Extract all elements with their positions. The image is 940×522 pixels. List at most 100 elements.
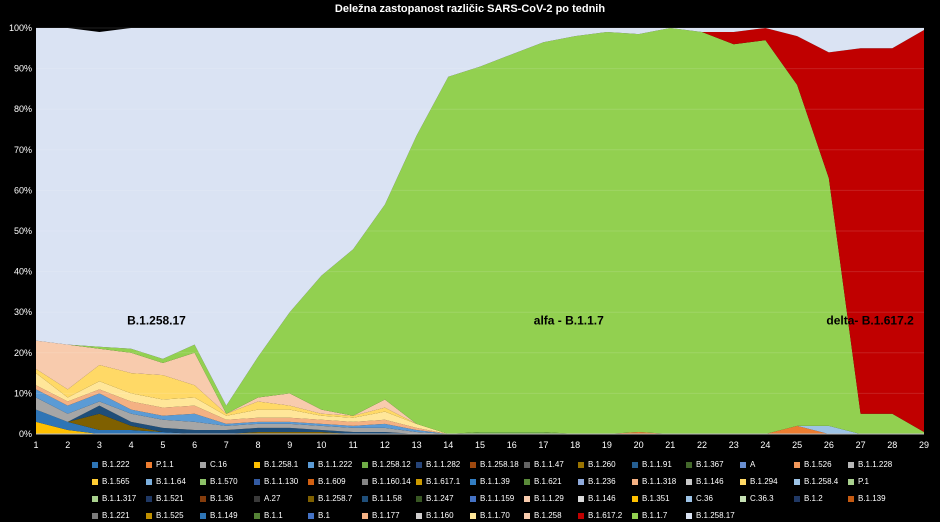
legend-label: B.1.260 xyxy=(588,460,616,469)
y-tick-label: 0% xyxy=(19,429,32,439)
legend-item: B.1.222 xyxy=(92,458,146,471)
legend-swatch xyxy=(308,478,314,485)
legend-label: B.1.1.317 xyxy=(102,494,137,503)
legend-swatch xyxy=(524,478,530,485)
legend-swatch xyxy=(794,495,800,502)
legend-swatch xyxy=(470,512,476,519)
legend-label: B.1.1.70 xyxy=(480,511,510,520)
area-series-b-1-617-2-14 xyxy=(36,28,924,432)
legend-item: B.1.258.12 xyxy=(362,458,416,471)
legend-item: B.1.149 xyxy=(200,509,254,522)
legend-label: B.1.570 xyxy=(210,477,238,486)
legend-swatch xyxy=(848,461,854,468)
legend-item: B.1.236 xyxy=(578,475,632,488)
legend-label: B.1.526 xyxy=(804,460,832,469)
legend-swatch xyxy=(416,461,422,468)
legend-label: B.1.1 xyxy=(264,511,283,520)
legend-item: B.1.247 xyxy=(416,492,470,505)
legend-swatch xyxy=(524,495,530,502)
legend-label: B.1.1.159 xyxy=(480,494,515,503)
annotation-label: delta- B.1.617.2 xyxy=(826,313,914,327)
y-tick-label: 50% xyxy=(14,226,32,236)
legend-label: B.1.258.18 xyxy=(480,460,519,469)
x-tick-label: 26 xyxy=(824,440,834,450)
area-series-b-1-1-29-8 xyxy=(36,364,924,434)
legend-swatch xyxy=(848,495,854,502)
legend-item: B.1.617.1 xyxy=(416,475,470,488)
legend-swatch xyxy=(740,495,746,502)
legend-label: B.1.1.91 xyxy=(642,460,672,469)
legend-label: B.1.609 xyxy=(318,477,346,486)
legend-label: B.1.146 xyxy=(588,494,616,503)
legend-swatch xyxy=(146,478,152,485)
legend-swatch xyxy=(686,495,692,502)
legend-label: A.27 xyxy=(264,494,281,503)
legend-item: B.1 xyxy=(308,509,362,522)
x-tick-label: 15 xyxy=(475,440,485,450)
legend-label: B.1.1.47 xyxy=(534,460,564,469)
legend-item: B.1.1.47 xyxy=(524,458,578,471)
y-tick-label: 80% xyxy=(14,104,32,114)
x-tick-label: 28 xyxy=(887,440,897,450)
legend-label: B.1.2 xyxy=(804,494,823,503)
legend-swatch xyxy=(632,512,638,519)
legend-item: B.1.2 xyxy=(794,492,848,505)
legend-swatch xyxy=(686,461,692,468)
x-tick-label: 5 xyxy=(160,440,165,450)
legend-swatch xyxy=(578,512,584,519)
legend-item: B.1.139 xyxy=(848,492,902,505)
legend-item: B.1.160 xyxy=(416,509,470,522)
legend-label: C.36 xyxy=(696,494,713,503)
legend-label: B.1.258.17 xyxy=(696,511,735,520)
x-tick-label: 1 xyxy=(33,440,38,450)
legend-label: B.1.177 xyxy=(372,511,400,520)
y-tick-label: 20% xyxy=(14,348,32,358)
x-tick-label: 3 xyxy=(97,440,102,450)
area-series-b-1-258-17-15 xyxy=(36,28,924,406)
legend-item: P.1 xyxy=(848,475,902,488)
legend-label: B.1.1.222 xyxy=(318,460,353,469)
x-tick-label: 23 xyxy=(729,440,739,450)
legend-item: C.36 xyxy=(686,492,740,505)
legend-label: B.1.621 xyxy=(534,477,562,486)
legend-item: B.1.1.159 xyxy=(470,492,524,505)
legend-label: B.1.1.7 xyxy=(642,511,668,520)
x-tick-label: 19 xyxy=(602,440,612,450)
legend-label: B.1.258.12 xyxy=(372,460,411,469)
legend-swatch xyxy=(362,512,368,519)
legend-item: B.1.258.4 xyxy=(794,475,848,488)
x-tick-label: 2 xyxy=(65,440,70,450)
legend-item: B.1.258 xyxy=(524,509,578,522)
legend-item: B.1.1.70 xyxy=(470,509,524,522)
y-tick-label: 10% xyxy=(14,388,32,398)
legend-item: B.1.294 xyxy=(740,475,794,488)
legend-label: B.1.521 xyxy=(156,494,184,503)
x-tick-label: 12 xyxy=(380,440,390,450)
legend-label: B.1.1.318 xyxy=(642,477,677,486)
x-tick-label: 9 xyxy=(287,440,292,450)
annotation-label: B.1.258.17 xyxy=(127,313,186,327)
legend-item: B.1.1.29 xyxy=(524,492,578,505)
legend-item: C.16 xyxy=(200,458,254,471)
legend-item: P.1.1 xyxy=(146,458,200,471)
legend-swatch xyxy=(632,495,638,502)
legend-label: B.1.565 xyxy=(102,477,130,486)
legend-swatch xyxy=(578,461,584,468)
x-tick-label: 13 xyxy=(412,440,422,450)
x-tick-label: 29 xyxy=(919,440,929,450)
legend-swatch xyxy=(740,478,746,485)
legend-swatch xyxy=(254,512,260,519)
legend-swatch xyxy=(686,512,692,519)
area-series-b-1-160-14-4 xyxy=(36,397,924,434)
legend-label: C.36.3 xyxy=(750,494,774,503)
legend-item: B.1.177 xyxy=(362,509,416,522)
legend: B.1.222 P.1.1 C.16 B.1.258.1 B.1.1.222 B.1.25… xyxy=(92,458,912,522)
legend-swatch xyxy=(632,478,638,485)
legend-swatch xyxy=(200,478,206,485)
y-tick-label: 100% xyxy=(9,23,32,33)
x-tick-label: 24 xyxy=(760,440,770,450)
legend-item: B.1.1.91 xyxy=(632,458,686,471)
legend-label: B.1.1.29 xyxy=(534,494,564,503)
y-tick-label: 90% xyxy=(14,64,32,74)
